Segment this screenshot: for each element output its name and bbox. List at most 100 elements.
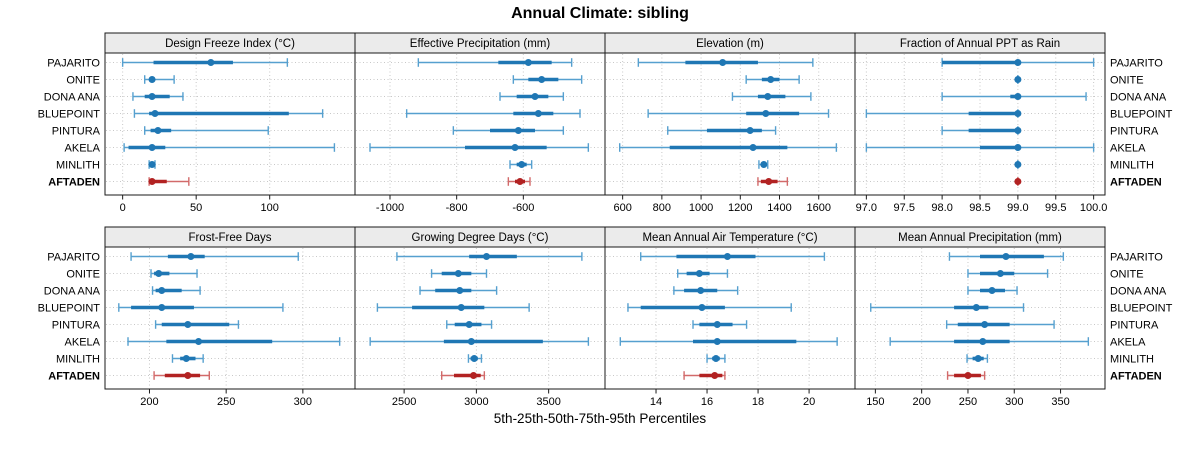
median-dot xyxy=(182,355,190,362)
median-dot xyxy=(1014,110,1022,117)
series-bluepoint xyxy=(627,303,792,312)
series-aftaden xyxy=(757,177,789,186)
row-label-left-pintura: PINTURA xyxy=(52,319,101,331)
row-label-left-bluepoint: BLUEPOINT xyxy=(38,108,101,120)
panel-mean-annual-precipitation-mm-: Mean Annual Precipitation (mm) 150 200 250 3… xyxy=(854,226,1106,408)
median-dot xyxy=(764,93,772,100)
median-dot xyxy=(187,253,195,260)
median-dot xyxy=(760,161,768,168)
series-dona-ana xyxy=(673,286,739,295)
median-dot xyxy=(1014,178,1022,185)
series-minlith xyxy=(171,354,204,363)
x-axis-tick-label: 600 xyxy=(613,202,631,214)
series-akela xyxy=(123,143,336,152)
x-axis-tick-label: 18 xyxy=(752,396,764,408)
x-axis-tick-label: 16 xyxy=(701,396,713,408)
median-dot xyxy=(749,144,757,151)
series-akela xyxy=(619,143,838,152)
median-dot xyxy=(158,304,166,311)
median-dot xyxy=(514,127,522,134)
median-dot xyxy=(148,76,156,83)
series-dona-ana xyxy=(967,286,1018,295)
row-label-right-aftaden: AFTADEN xyxy=(1110,176,1162,188)
row-label-left-dona-ana: DONA ANA xyxy=(44,91,101,103)
series-onite xyxy=(745,75,800,84)
series-akela xyxy=(619,337,838,346)
row-label-right-minlith: MINLITH xyxy=(1110,353,1154,365)
series-pajarito xyxy=(941,58,1095,67)
x-axis-tick-label: 3000 xyxy=(464,396,488,408)
row-label-right-onite: ONITE xyxy=(1110,74,1144,86)
series-pintura xyxy=(667,126,777,135)
row-label-right-onite: ONITE xyxy=(1110,268,1144,280)
median-dot xyxy=(974,355,982,362)
series-aftaden xyxy=(946,371,986,380)
median-dot xyxy=(964,372,972,379)
series-dona-ana xyxy=(731,92,812,101)
row-label-left-minlith: MINLITH xyxy=(56,353,100,365)
row-label-right-minlith: MINLITH xyxy=(1110,159,1154,171)
median-dot xyxy=(151,110,159,117)
row-label-right-akela: AKELA xyxy=(1110,336,1146,348)
series-aftaden xyxy=(507,177,531,186)
series-aftaden xyxy=(148,177,190,186)
x-axis-tick-label: 3500 xyxy=(536,396,560,408)
x-axis-caption: 5th-25th-50th-75th-95th Percentiles xyxy=(493,411,707,426)
x-axis-tick-label: 200 xyxy=(912,396,930,408)
x-axis-tick-label: 100.0 xyxy=(1080,202,1108,214)
row-label-left-dona-ana: DONA ANA xyxy=(44,285,101,297)
series-pajarito xyxy=(417,58,573,67)
median-dot xyxy=(713,338,721,345)
series-bluepoint xyxy=(865,109,1022,118)
series-minlith xyxy=(1014,160,1022,169)
median-dot xyxy=(981,321,989,328)
panel-design-freeze-index-c-: Design Freeze Index (°C) 0 50 100 xyxy=(104,32,356,214)
series-akela xyxy=(369,337,590,346)
figure-title: Annual Climate: sibling xyxy=(511,5,689,22)
x-axis-tick-label: 300 xyxy=(294,396,312,408)
panel-title: Mean Annual Precipitation (mm) xyxy=(898,232,1062,244)
row-label-left-pajarito: PAJARITO xyxy=(47,251,100,263)
median-dot xyxy=(988,287,996,294)
series-bluepoint xyxy=(647,109,830,118)
median-dot xyxy=(534,110,542,117)
median-dot xyxy=(207,59,215,66)
row-label-right-pajarito: PAJARITO xyxy=(1110,57,1163,69)
x-axis-tick-label: 97.0 xyxy=(856,202,877,214)
x-axis-tick-label: 800 xyxy=(653,202,671,214)
series-bluepoint xyxy=(133,109,324,118)
panel-title: Frost-Free Days xyxy=(188,232,271,244)
series-onite xyxy=(967,269,1049,278)
panel-effective-precipitation-mm-: Effective Precipitation (mm) -1000 -800 -60… xyxy=(354,32,606,214)
median-dot xyxy=(972,304,980,311)
x-axis-tick-label: 200 xyxy=(140,396,158,408)
median-dot xyxy=(767,76,775,83)
x-axis-tick-label: 250 xyxy=(959,396,977,408)
x-axis-tick-label: 50 xyxy=(190,202,202,214)
median-dot xyxy=(996,270,1004,277)
series-akela xyxy=(889,337,1090,346)
row-label-right-dona-ana: DONA ANA xyxy=(1110,285,1167,297)
series-pajarito xyxy=(637,58,814,67)
median-dot xyxy=(723,253,731,260)
panel-plot-area xyxy=(354,52,606,196)
row-label-right-pintura: PINTURA xyxy=(1110,125,1159,137)
panel-mean-annual-air-temperature-c-: Mean Annual Air Temperature (°C) 14 16 18 20 xyxy=(604,226,856,408)
row-label-left-akela: AKELA xyxy=(65,336,101,348)
median-dot xyxy=(184,372,192,379)
median-dot xyxy=(483,253,491,260)
series-pintura xyxy=(154,320,240,329)
median-dot xyxy=(698,304,706,311)
x-axis-tick-label: 300 xyxy=(1005,396,1023,408)
series-onite xyxy=(430,269,488,278)
panel-growing-degree-days-c-: Growing Degree Days (°C) 2500 3000 3500 xyxy=(354,226,606,408)
median-dot xyxy=(511,144,519,151)
series-onite xyxy=(677,269,729,278)
panel-title: Growing Degree Days (°C) xyxy=(412,232,549,244)
median-dot xyxy=(148,93,156,100)
panel-title: Elevation (m) xyxy=(696,38,764,50)
median-dot xyxy=(465,321,473,328)
median-dot xyxy=(154,127,162,134)
panel-plot-area xyxy=(354,246,606,390)
